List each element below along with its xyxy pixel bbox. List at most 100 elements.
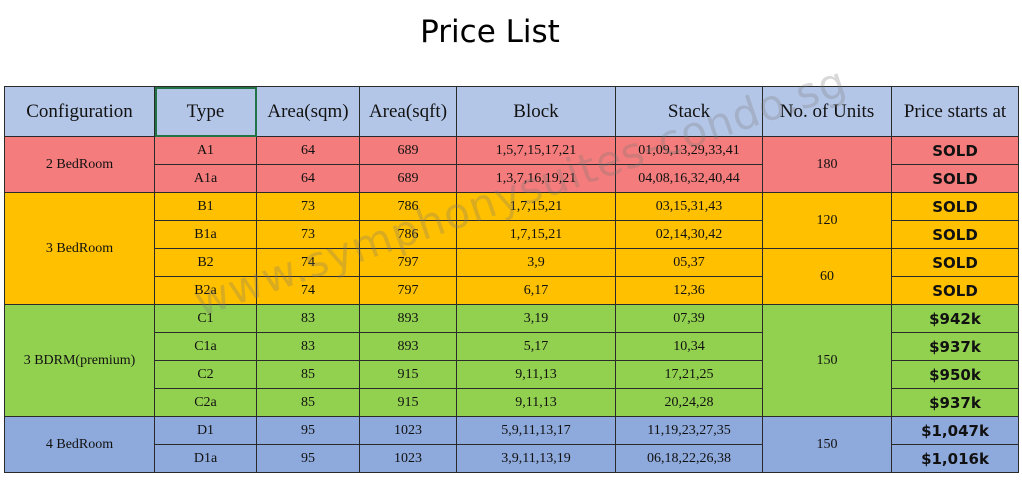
area-sqft-cell[interactable]: 915: [359, 360, 457, 389]
header-row: Configuration Type Area(sqm) Area(sqft) …: [4, 86, 1019, 137]
configuration-cell[interactable]: 3 BedRoom: [4, 192, 155, 305]
units-cell[interactable]: 120: [762, 192, 892, 249]
block-cell[interactable]: 5,17: [456, 332, 616, 361]
stack-cell[interactable]: 02,14,30,42: [615, 220, 763, 249]
stack-cell[interactable]: 17,21,25: [615, 360, 763, 389]
area-sqm-cell[interactable]: 83: [256, 332, 360, 361]
block-cell[interactable]: 3,19: [456, 304, 616, 333]
price-cell[interactable]: $937k: [891, 388, 1019, 417]
stack-cell[interactable]: 03,15,31,43: [615, 192, 763, 221]
area-sqft-cell[interactable]: 689: [359, 164, 457, 193]
area-sqm-cell[interactable]: 83: [256, 304, 360, 333]
configuration-cell[interactable]: 2 BedRoom: [4, 136, 155, 193]
stack-cell[interactable]: 20,24,28: [615, 388, 763, 417]
price-cell[interactable]: SOLD: [891, 248, 1019, 277]
stack-cell[interactable]: 10,34: [615, 332, 763, 361]
configuration-cell[interactable]: 3 BDRM(premium): [4, 304, 155, 417]
area-sqft-cell[interactable]: 786: [359, 220, 457, 249]
stack-cell[interactable]: 01,09,13,29,33,41: [615, 136, 763, 165]
stack-cell[interactable]: 05,37: [615, 248, 763, 277]
area-sqft-cell[interactable]: 689: [359, 136, 457, 165]
area-sqm-cell[interactable]: 64: [256, 136, 360, 165]
configuration-cell[interactable]: 4 BedRoom: [4, 416, 155, 473]
table-row: C2 85 915 9,11,13 17,21,25 $950k: [5, 360, 1019, 389]
price-cell[interactable]: SOLD: [891, 164, 1019, 193]
table-row: 2 BedRoom A1 64 689 1,5,7,15,17,21 01,09…: [4, 136, 1019, 193]
header-no-of-units[interactable]: No. of Units: [762, 86, 892, 137]
area-sqft-cell[interactable]: 797: [359, 248, 457, 277]
type-cell[interactable]: C1a: [154, 332, 257, 361]
price-cell[interactable]: $937k: [891, 332, 1019, 361]
area-sqft-cell[interactable]: 893: [359, 304, 457, 333]
price-cell[interactable]: SOLD: [891, 276, 1019, 305]
units-cell[interactable]: 150: [762, 416, 892, 473]
type-cell[interactable]: C2: [154, 360, 257, 389]
table-row: 4 BedRoom D1 95 1023 5,9,11,13,17 11,19,…: [4, 416, 1019, 473]
header-configuration[interactable]: Configuration: [4, 86, 155, 137]
type-cell[interactable]: C1: [154, 304, 257, 333]
table-row: 3 BedRoom B1 73 786 1,7,15,21 03,15,31,4…: [4, 192, 1019, 305]
area-sqft-cell[interactable]: 797: [359, 276, 457, 305]
price-cell[interactable]: $950k: [891, 360, 1019, 389]
block-cell[interactable]: 9,11,13: [456, 360, 616, 389]
stack-cell[interactable]: 06,18,22,26,38: [615, 444, 763, 473]
price-cell[interactable]: $1,047k: [891, 416, 1019, 445]
table-row: D1a 95 1023 3,9,11,13,19 06,18,22,26,38 …: [5, 444, 1019, 473]
units-cell[interactable]: 180: [762, 136, 892, 193]
price-cell[interactable]: $942k: [891, 304, 1019, 333]
price-cell[interactable]: SOLD: [891, 136, 1019, 165]
type-cell[interactable]: A1a: [154, 164, 257, 193]
price-cell[interactable]: SOLD: [891, 192, 1019, 221]
type-cell[interactable]: B2: [154, 248, 257, 277]
price-cell[interactable]: SOLD: [891, 220, 1019, 249]
header-stack[interactable]: Stack: [615, 86, 763, 137]
area-sqft-cell[interactable]: 893: [359, 332, 457, 361]
type-cell[interactable]: A1: [154, 136, 257, 165]
area-sqft-cell[interactable]: 915: [359, 388, 457, 417]
area-sqm-cell[interactable]: 95: [256, 444, 360, 473]
type-cell[interactable]: D1a: [154, 444, 257, 473]
area-sqm-cell[interactable]: 74: [256, 248, 360, 277]
area-sqft-cell[interactable]: 1023: [359, 416, 457, 445]
area-sqm-cell[interactable]: 73: [256, 220, 360, 249]
type-cell[interactable]: B1a: [154, 220, 257, 249]
block-cell[interactable]: 6,17: [456, 276, 616, 305]
type-cell[interactable]: B1: [154, 192, 257, 221]
type-cell[interactable]: C2a: [154, 388, 257, 417]
table-row: A1a 64 689 1,3,7,16,19,21 04,08,16,32,40…: [5, 164, 1019, 193]
stack-cell[interactable]: 11,19,23,27,35: [615, 416, 763, 445]
area-sqm-cell[interactable]: 85: [256, 360, 360, 389]
header-price-starts-at[interactable]: Price starts at: [891, 86, 1019, 137]
type-cell[interactable]: B2a: [154, 276, 257, 305]
price-table: Configuration Type Area(sqm) Area(sqft) …: [4, 86, 1019, 473]
units-cell[interactable]: 150: [762, 304, 892, 417]
block-cell[interactable]: 1,7,15,21: [456, 192, 616, 221]
block-cell[interactable]: 1,5,7,15,17,21: [456, 136, 616, 165]
table-row: 3 BDRM(premium) C1 83 893 3,19 07,39 150…: [4, 304, 1019, 417]
block-cell[interactable]: 1,3,7,16,19,21: [456, 164, 616, 193]
header-area-sqm[interactable]: Area(sqm): [256, 86, 360, 137]
stack-cell[interactable]: 07,39: [615, 304, 763, 333]
type-cell[interactable]: D1: [154, 416, 257, 445]
block-cell[interactable]: 3,9,11,13,19: [456, 444, 616, 473]
price-cell[interactable]: $1,016k: [891, 444, 1019, 473]
block-cell[interactable]: 1,7,15,21: [456, 220, 616, 249]
area-sqft-cell[interactable]: 1023: [359, 444, 457, 473]
block-cell[interactable]: 9,11,13: [456, 388, 616, 417]
stack-cell[interactable]: 04,08,16,32,40,44: [615, 164, 763, 193]
area-sqm-cell[interactable]: 73: [256, 192, 360, 221]
area-sqm-cell[interactable]: 95: [256, 416, 360, 445]
table-row: B2a 74 797 6,17 12,36 SOLD: [5, 276, 1019, 305]
area-sqft-cell[interactable]: 786: [359, 192, 457, 221]
area-sqm-cell[interactable]: 74: [256, 276, 360, 305]
block-cell[interactable]: 3,9: [456, 248, 616, 277]
area-sqm-cell[interactable]: 85: [256, 388, 360, 417]
table-row: C2a 85 915 9,11,13 20,24,28 $937k: [5, 388, 1019, 417]
header-area-sqft[interactable]: Area(sqft): [359, 86, 457, 137]
header-block[interactable]: Block: [456, 86, 616, 137]
block-cell[interactable]: 5,9,11,13,17: [456, 416, 616, 445]
header-type[interactable]: Type: [154, 86, 257, 137]
area-sqm-cell[interactable]: 64: [256, 164, 360, 193]
units-cell[interactable]: 60: [762, 248, 892, 305]
stack-cell[interactable]: 12,36: [615, 276, 763, 305]
